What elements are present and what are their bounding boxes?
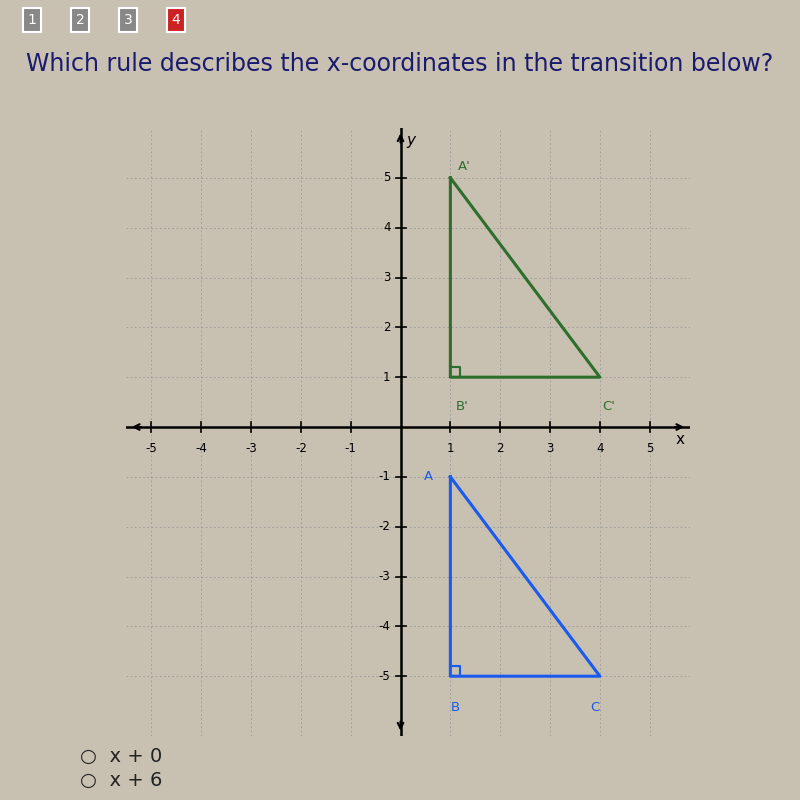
Text: C': C' (602, 400, 615, 413)
Text: -4: -4 (195, 442, 207, 455)
Text: -3: -3 (245, 442, 257, 455)
Text: 3: 3 (124, 13, 132, 27)
Text: A: A (424, 470, 433, 483)
Text: 2: 2 (383, 321, 390, 334)
Text: -5: -5 (146, 442, 158, 455)
Text: B: B (450, 701, 460, 714)
Text: y: y (406, 133, 415, 148)
Text: 4: 4 (596, 442, 604, 455)
Text: 1: 1 (446, 442, 454, 455)
Text: Which rule describes the x-coordinates in the transition below?: Which rule describes the x-coordinates i… (26, 52, 774, 76)
Text: -1: -1 (345, 442, 357, 455)
Text: -5: -5 (379, 670, 390, 682)
Text: -2: -2 (295, 442, 306, 455)
Text: 5: 5 (383, 171, 390, 184)
Text: x: x (675, 432, 684, 447)
Text: -1: -1 (378, 470, 390, 483)
Text: 4: 4 (383, 221, 390, 234)
Text: -3: -3 (379, 570, 390, 583)
Text: 1: 1 (383, 370, 390, 384)
Text: 5: 5 (646, 442, 654, 455)
Text: A': A' (458, 160, 470, 173)
Text: -2: -2 (378, 520, 390, 533)
Text: 4: 4 (172, 13, 180, 27)
Text: -4: -4 (378, 620, 390, 633)
Text: 1: 1 (27, 13, 37, 27)
Text: ○  x + 6: ○ x + 6 (80, 770, 162, 790)
Text: ○  x + 0: ○ x + 0 (80, 746, 162, 766)
Text: C: C (590, 701, 599, 714)
Text: 2: 2 (76, 13, 84, 27)
Text: 3: 3 (546, 442, 554, 455)
Text: 3: 3 (383, 271, 390, 284)
Text: B': B' (455, 400, 468, 413)
Text: 2: 2 (497, 442, 504, 455)
